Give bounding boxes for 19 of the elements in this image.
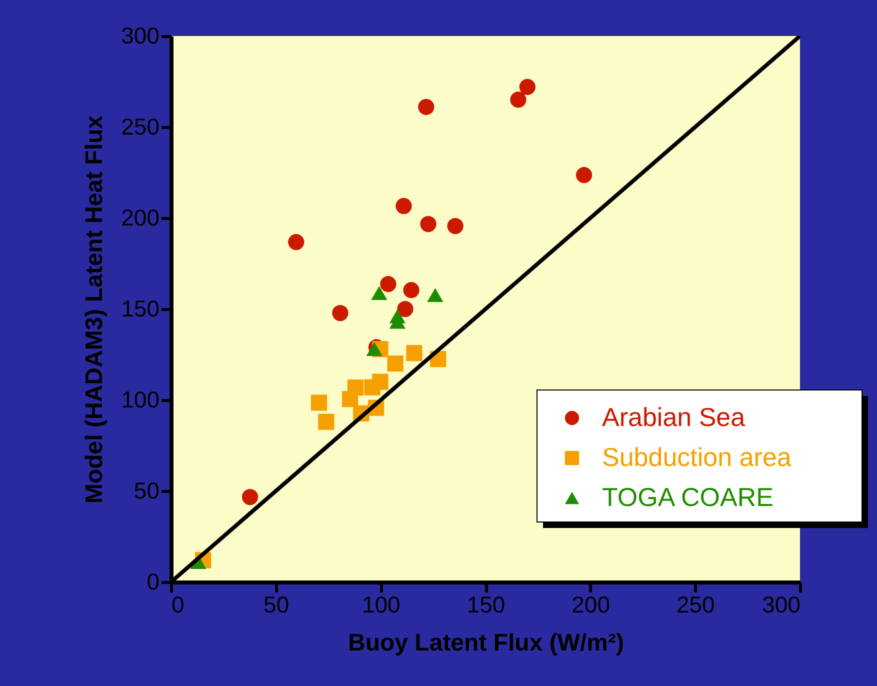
y-tick-label: 100 [121,386,160,412]
y-axis-title: Model (HADAM3) Latent Heat Flux [81,114,108,504]
legend-label: TOGA COARE [602,482,774,512]
y-tick-label: 50 [134,478,160,504]
x-tick-label: 250 [676,592,715,618]
x-axis-title: Buoy Latent Flux (W/m²) [348,630,624,656]
x-tick-label: 100 [362,592,400,618]
x-tick-label: 300 [762,592,800,618]
x-tick-label: 50 [264,592,290,618]
y-tick-label: 250 [121,114,160,140]
legend-label: Arabian Sea [602,402,746,432]
y-tick-label: 200 [121,204,160,230]
y-tick-label: 150 [121,296,160,322]
x-tick-label: 0 [172,592,184,618]
legend-label: Subduction area [602,442,792,472]
y-tick-label: 0 [146,568,160,594]
x-tick-label: 200 [572,592,610,618]
x-tick-label: 150 [466,592,506,618]
y-tick-label: 300 [121,22,160,48]
